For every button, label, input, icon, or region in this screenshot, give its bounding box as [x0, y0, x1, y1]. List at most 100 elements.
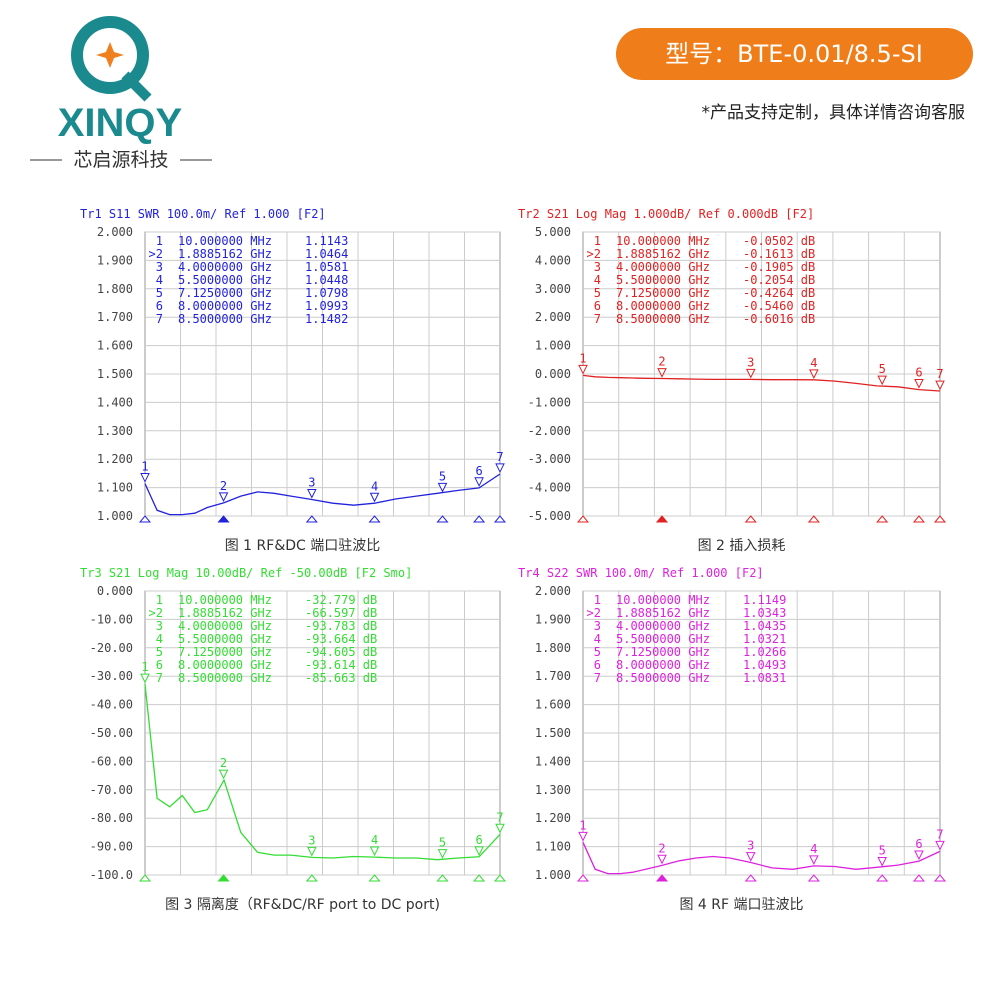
marker-readout: 1.0464: [305, 247, 348, 261]
x-marker: [807, 874, 820, 882]
marker: [809, 855, 819, 866]
marker-label: 4: [810, 356, 817, 370]
marker-readout: 7.1250000 GHz: [616, 286, 710, 300]
x-marker: [138, 874, 152, 882]
marker-label: 3: [747, 355, 754, 369]
marker-readout: 8.0000000 GHz: [178, 658, 272, 672]
marker-readout: 4: [156, 273, 163, 287]
marker: [495, 463, 505, 474]
y-tick-label: 1.100: [535, 840, 571, 854]
x-marker: [217, 515, 230, 523]
trace: [582, 842, 941, 875]
marker-label: 1: [141, 460, 148, 474]
y-tick-label: 2.000: [535, 584, 571, 598]
y-tick-label: 1.600: [535, 698, 571, 712]
marker-readout: -66.597 dB: [305, 606, 377, 620]
y-tick-label: -5.000: [528, 509, 571, 523]
marker-readout: 1.0993: [305, 299, 348, 313]
marker-label: 7: [496, 810, 503, 824]
y-tick-label: 4.000: [535, 253, 571, 267]
x-marker: [807, 515, 820, 523]
x-marker: [138, 515, 152, 523]
marker-label: 2: [658, 841, 665, 855]
marker-readout: 3: [594, 260, 601, 274]
marker-readout: -94.605 dB: [305, 645, 377, 659]
y-tick-label: 3.000: [535, 282, 571, 296]
marker-readout: 4.0000000 GHz: [616, 619, 710, 633]
marker-readout: -0.2054 dB: [743, 273, 815, 287]
marker-readout: -0.4264 dB: [743, 286, 815, 300]
x-marker: [933, 515, 947, 523]
marker: [474, 477, 484, 487]
marker-readout: 1: [594, 593, 601, 607]
marker-label: 6: [915, 366, 922, 380]
marker-label: 1: [579, 818, 586, 832]
charts: Tr1 S11 SWR 100.0m/ Ref 1.000 [F2] 1.000 1…: [80, 207, 947, 913]
marker-readout: 8.5000000 GHz: [178, 312, 272, 326]
y-tick-label: -4.000: [528, 481, 571, 495]
caption: 图 3 隔离度（RF&DC/RF port to DC port): [165, 896, 440, 913]
marker-label: 7: [496, 450, 503, 464]
marker-readout: 5.5000000 GHz: [616, 632, 710, 646]
y-tick-label: -80.00: [90, 811, 133, 825]
marker-readout: 1.8885162 GHz: [178, 606, 272, 620]
x-marker: [655, 874, 669, 882]
y-tick-label: -3.000: [528, 452, 571, 466]
x-marker: [436, 515, 449, 523]
marker-readout: 4: [594, 273, 601, 287]
y-tick-label: 1.500: [97, 367, 133, 381]
marker: [578, 831, 588, 842]
marker-readout: -93.783 dB: [305, 619, 377, 633]
marker-readout: 3: [156, 619, 163, 633]
marker-readout: 5.5000000 GHz: [178, 273, 272, 287]
marker: [935, 840, 945, 851]
marker-label: 4: [810, 842, 817, 856]
model-badge: [616, 28, 973, 80]
chart-title: Tr4 S22 SWR 100.0m/ Ref 1.000 [F2]: [518, 566, 764, 580]
x-marker: [473, 874, 486, 882]
y-tick-label: 1.500: [535, 726, 571, 740]
marker-readout: 6: [156, 299, 163, 313]
brand: XINQY: [58, 101, 183, 145]
marker-label: 5: [879, 843, 886, 857]
x-marker: [576, 874, 590, 882]
marker: [140, 673, 150, 684]
marker: [914, 850, 924, 861]
marker-label: 5: [879, 362, 886, 376]
marker-readout: 1.8885162 GHz: [616, 606, 710, 620]
chart-title: Tr2 S21 Log Mag 1.000dB/ Ref 0.000dB [F2…: [518, 207, 814, 221]
marker-readout: 8.0000000 GHz: [616, 658, 710, 672]
marker-readout: 7: [594, 671, 601, 685]
marker-readout: 5.5000000 GHz: [178, 632, 272, 646]
x-marker: [876, 874, 889, 882]
y-tick-label: 1.000: [535, 868, 571, 882]
marker-readout: >2: [149, 247, 163, 261]
y-tick-label: 1.000: [535, 339, 571, 353]
marker: [914, 379, 924, 389]
y-tick-label: 1.700: [535, 669, 571, 683]
x-marker: [473, 515, 486, 523]
y-tick-label: 1.600: [97, 339, 133, 353]
marker-readout: 5: [156, 286, 163, 300]
marker: [809, 369, 819, 379]
marker-label: 3: [308, 833, 315, 847]
marker: [437, 849, 448, 859]
y-tick-label: -70.00: [90, 783, 133, 797]
trace: [582, 374, 941, 392]
y-tick-label: 2.000: [535, 310, 571, 324]
x-marker: [493, 874, 507, 882]
marker-readout: 1: [156, 593, 163, 607]
marker: [369, 492, 380, 503]
marker-readout: 7: [156, 671, 163, 685]
x-marker: [655, 515, 669, 523]
y-tick-label: 0.000: [535, 367, 571, 381]
marker-readout: 7: [594, 312, 601, 326]
marker-readout: >2: [587, 247, 601, 261]
y-tick-label: -30.00: [90, 669, 133, 683]
marker-readout: -32.779 dB: [305, 593, 377, 607]
marker-label: 3: [747, 839, 754, 853]
marker-readout: 1.0435: [743, 619, 786, 633]
marker: [307, 489, 317, 499]
marker-readout: 1.0321: [743, 632, 786, 646]
